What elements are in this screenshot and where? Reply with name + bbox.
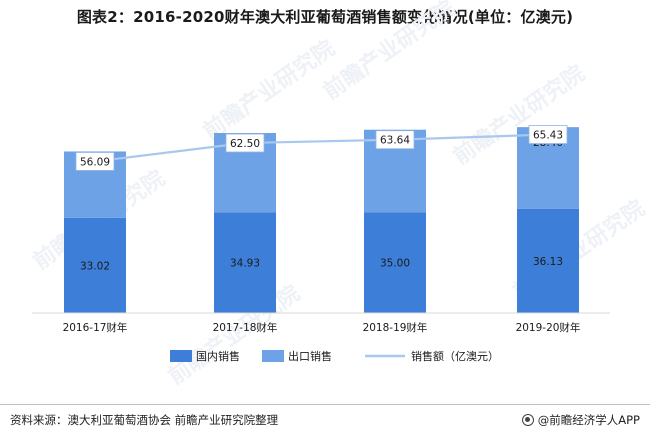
footer-divider [0, 404, 650, 405]
x-tick-label: 2018-19财年 [363, 321, 428, 334]
bar-domestic-label: 34.93 [230, 258, 260, 270]
x-tick-label: 2017-18财年 [213, 321, 278, 334]
bar-domestic-label: 33.02 [80, 260, 110, 272]
line-point-box [75, 152, 115, 171]
line-point-label: 56.09 [80, 156, 110, 168]
line-total [94, 133, 549, 163]
line-point-label: 63.64 [380, 135, 410, 147]
bar-domestic-label: 36.13 [533, 256, 563, 268]
line-point-box [528, 125, 568, 144]
line-point-box [225, 133, 265, 153]
legend-bar-swatch [170, 350, 192, 362]
brand: @前瞻经济学人APP [521, 412, 640, 428]
bar-domestic [364, 212, 426, 313]
bar-domestic [64, 217, 126, 313]
brand-logo-icon [521, 414, 534, 426]
line-point-box [375, 130, 415, 150]
x-tick-label: 2016-17财年 [63, 321, 128, 334]
line-series: 56.09 62.50 63.64 65.43 [75, 125, 568, 171]
source-note: 资料来源：澳大利亚葡萄酒协会 前瞻产业研究院整理 [10, 413, 279, 427]
chart-title: 图表2：2016-2020财年澳大利亚葡萄酒销售额变化情况(单位：亿澳元) [76, 8, 574, 26]
bar-domestic [214, 212, 276, 313]
chart: 前瞻产业研究院前瞻产业研究院前瞻产业研究院前瞻产业研究院前瞻产业研究院前瞻产业研… [29, 0, 650, 390]
watermark-text: 前瞻产业研究院 [319, 0, 460, 105]
bar-domestic-label: 35.00 [380, 258, 410, 270]
line-point-label: 65.43 [533, 130, 563, 142]
legend-label: 出口销售 [288, 349, 332, 363]
legend: 国内销售 出口销售 销售额（亿澳元） [170, 349, 499, 363]
line-point-label: 62.50 [230, 138, 260, 150]
brand-text: @前瞻经济学人APP [537, 413, 640, 427]
bar-domestic [517, 208, 579, 313]
watermark-text: 前瞻产业研究院 [199, 35, 340, 145]
legend-bar-swatch [262, 350, 284, 362]
legend-label: 销售额（亿澳元） [411, 349, 499, 363]
x-tick-labels: 2016-17财年 2017-18财年 2018-19财年 2019-20财年 [63, 321, 581, 334]
legend-label: 国内销售 [196, 349, 240, 363]
x-tick-label: 2019-20财年 [516, 321, 581, 334]
